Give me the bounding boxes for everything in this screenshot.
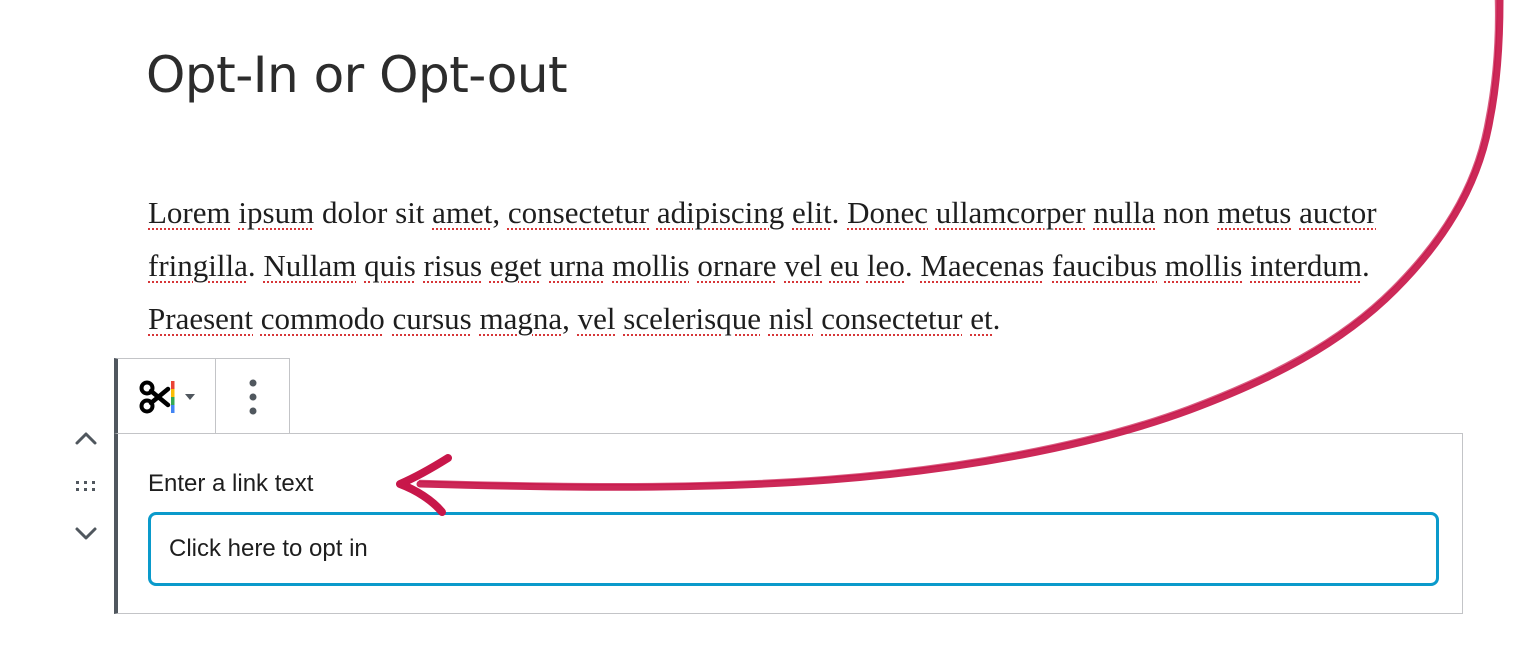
drag-handle[interactable] (66, 468, 106, 504)
spellcheck-word: elit (792, 195, 832, 230)
spellcheck-word: ipsum (238, 195, 315, 230)
spellcheck-word: commodo (260, 301, 385, 336)
spellcheck-word: Lorem (148, 195, 231, 230)
caret-down-icon (184, 393, 195, 400)
spellcheck-word: cursus (392, 301, 472, 336)
link-text-label: Enter a link text (148, 470, 314, 497)
spellcheck-word: mollis (612, 248, 690, 283)
spellcheck-word: eget (489, 248, 542, 283)
spellcheck-word: mollis (1164, 248, 1243, 283)
spellcheck-word: metus (1217, 195, 1292, 230)
block-switcher-button[interactable] (118, 359, 216, 434)
spellcheck-word: ullamcorper (935, 195, 1086, 230)
spellcheck-word: Maecenas (920, 248, 1045, 283)
spellcheck-word: risus (423, 248, 483, 283)
spellcheck-word: ornare (697, 248, 777, 283)
spellcheck-word: eu (829, 248, 860, 283)
more-options-button[interactable] (216, 359, 289, 434)
spellcheck-word: auctor (1299, 195, 1377, 230)
spellcheck-word: fringilla (148, 248, 248, 283)
block-toolbar (114, 358, 290, 434)
spellcheck-word: Praesent (148, 301, 254, 336)
link-text-block: Enter a link text (114, 433, 1463, 614)
link-text-input[interactable] (148, 512, 1439, 586)
drag-handle-icon (76, 481, 95, 491)
spellcheck-word: vel (784, 248, 823, 283)
spellcheck-word: nulla (1093, 195, 1156, 230)
spellcheck-word: et (970, 301, 993, 336)
block-mover (66, 420, 106, 560)
move-up-button[interactable] (66, 420, 106, 456)
spellcheck-word: Donec (847, 195, 929, 230)
spellcheck-word: interdum (1250, 248, 1362, 283)
scissors-icon (139, 380, 174, 413)
spellcheck-word: nisl (768, 301, 814, 336)
spellcheck-word: adipiscing (656, 195, 785, 230)
more-vertical-icon (249, 379, 256, 414)
spellcheck-word: quis (364, 248, 416, 283)
spellcheck-word: consectetur (507, 195, 650, 230)
paragraph-block[interactable]: Lorem ipsum dolor sit amet, consectetur … (148, 195, 1377, 336)
move-down-button[interactable] (66, 516, 106, 552)
spellcheck-word: faucibus (1052, 248, 1158, 283)
spellcheck-word: amet (432, 195, 493, 230)
spellcheck-word: urna (549, 248, 605, 283)
spellcheck-word: vel (577, 301, 616, 336)
spellcheck-word: scelerisque (623, 301, 761, 336)
chevron-up-icon (75, 432, 97, 445)
spellcheck-word: leo (866, 248, 905, 283)
post-title[interactable]: Opt-In or Opt-out (146, 46, 568, 104)
spellcheck-word: consectetur (821, 301, 963, 336)
spellcheck-word: Nullam (263, 248, 357, 283)
spellcheck-word: magna (479, 301, 563, 336)
chevron-down-icon (75, 527, 97, 540)
